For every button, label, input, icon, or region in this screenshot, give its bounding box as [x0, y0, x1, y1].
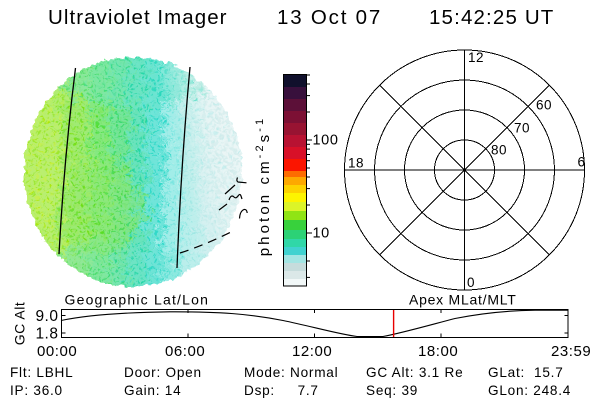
svg-text:GLon: 248.4: GLon: 248.4: [488, 383, 571, 398]
svg-text:06:00: 06:00: [165, 343, 205, 360]
svg-text:Seq: 39: Seq: 39: [366, 383, 418, 398]
svg-text:Mode: Normal: Mode: Normal: [244, 365, 338, 380]
svg-text:10: 10: [313, 226, 330, 242]
svg-text:18:00: 18:00: [418, 343, 458, 360]
svg-text:00:00: 00:00: [37, 343, 77, 360]
svg-text:Geographic Lat/Lon: Geographic Lat/Lon: [65, 292, 210, 308]
svg-text:12: 12: [468, 50, 484, 65]
svg-text:18: 18: [348, 156, 364, 171]
svg-text:IP: 36.0: IP: 36.0: [10, 383, 63, 398]
svg-text:60: 60: [536, 98, 552, 113]
svg-text:GLat: 15.7: GLat: 15.7: [488, 365, 564, 380]
svg-text:GC Alt: GC Alt: [12, 302, 28, 345]
svg-text:Dsp: 7.7: Dsp: 7.7: [244, 383, 319, 398]
svg-text:Apex MLat/MLT: Apex MLat/MLT: [409, 292, 517, 308]
svg-text:70: 70: [514, 121, 530, 136]
svg-text:100: 100: [313, 133, 339, 149]
svg-text:0: 0: [467, 275, 475, 290]
svg-text:Flt: LBHL: Flt: LBHL: [10, 365, 73, 380]
svg-text:Door: Open: Door: Open: [124, 365, 202, 380]
svg-text:80: 80: [491, 143, 507, 158]
svg-text:12:00: 12:00: [292, 343, 332, 360]
svg-text:13 Oct 07: 13 Oct 07: [277, 6, 382, 29]
svg-text:1.8: 1.8: [35, 326, 58, 343]
svg-text:23:59: 23:59: [551, 343, 591, 360]
svg-text:15:42:25 UT: 15:42:25 UT: [429, 6, 554, 29]
svg-text:9.0: 9.0: [35, 308, 58, 325]
svg-text:Gain: 14: Gain: 14: [124, 383, 181, 398]
svg-text:Ultraviolet Imager: Ultraviolet Imager: [48, 6, 228, 29]
svg-text:GC Alt: 3.1 Re: GC Alt: 3.1 Re: [366, 365, 463, 380]
svg-text:photon cm-2s-1: photon cm-2s-1: [254, 116, 273, 257]
svg-text:6: 6: [578, 155, 586, 170]
